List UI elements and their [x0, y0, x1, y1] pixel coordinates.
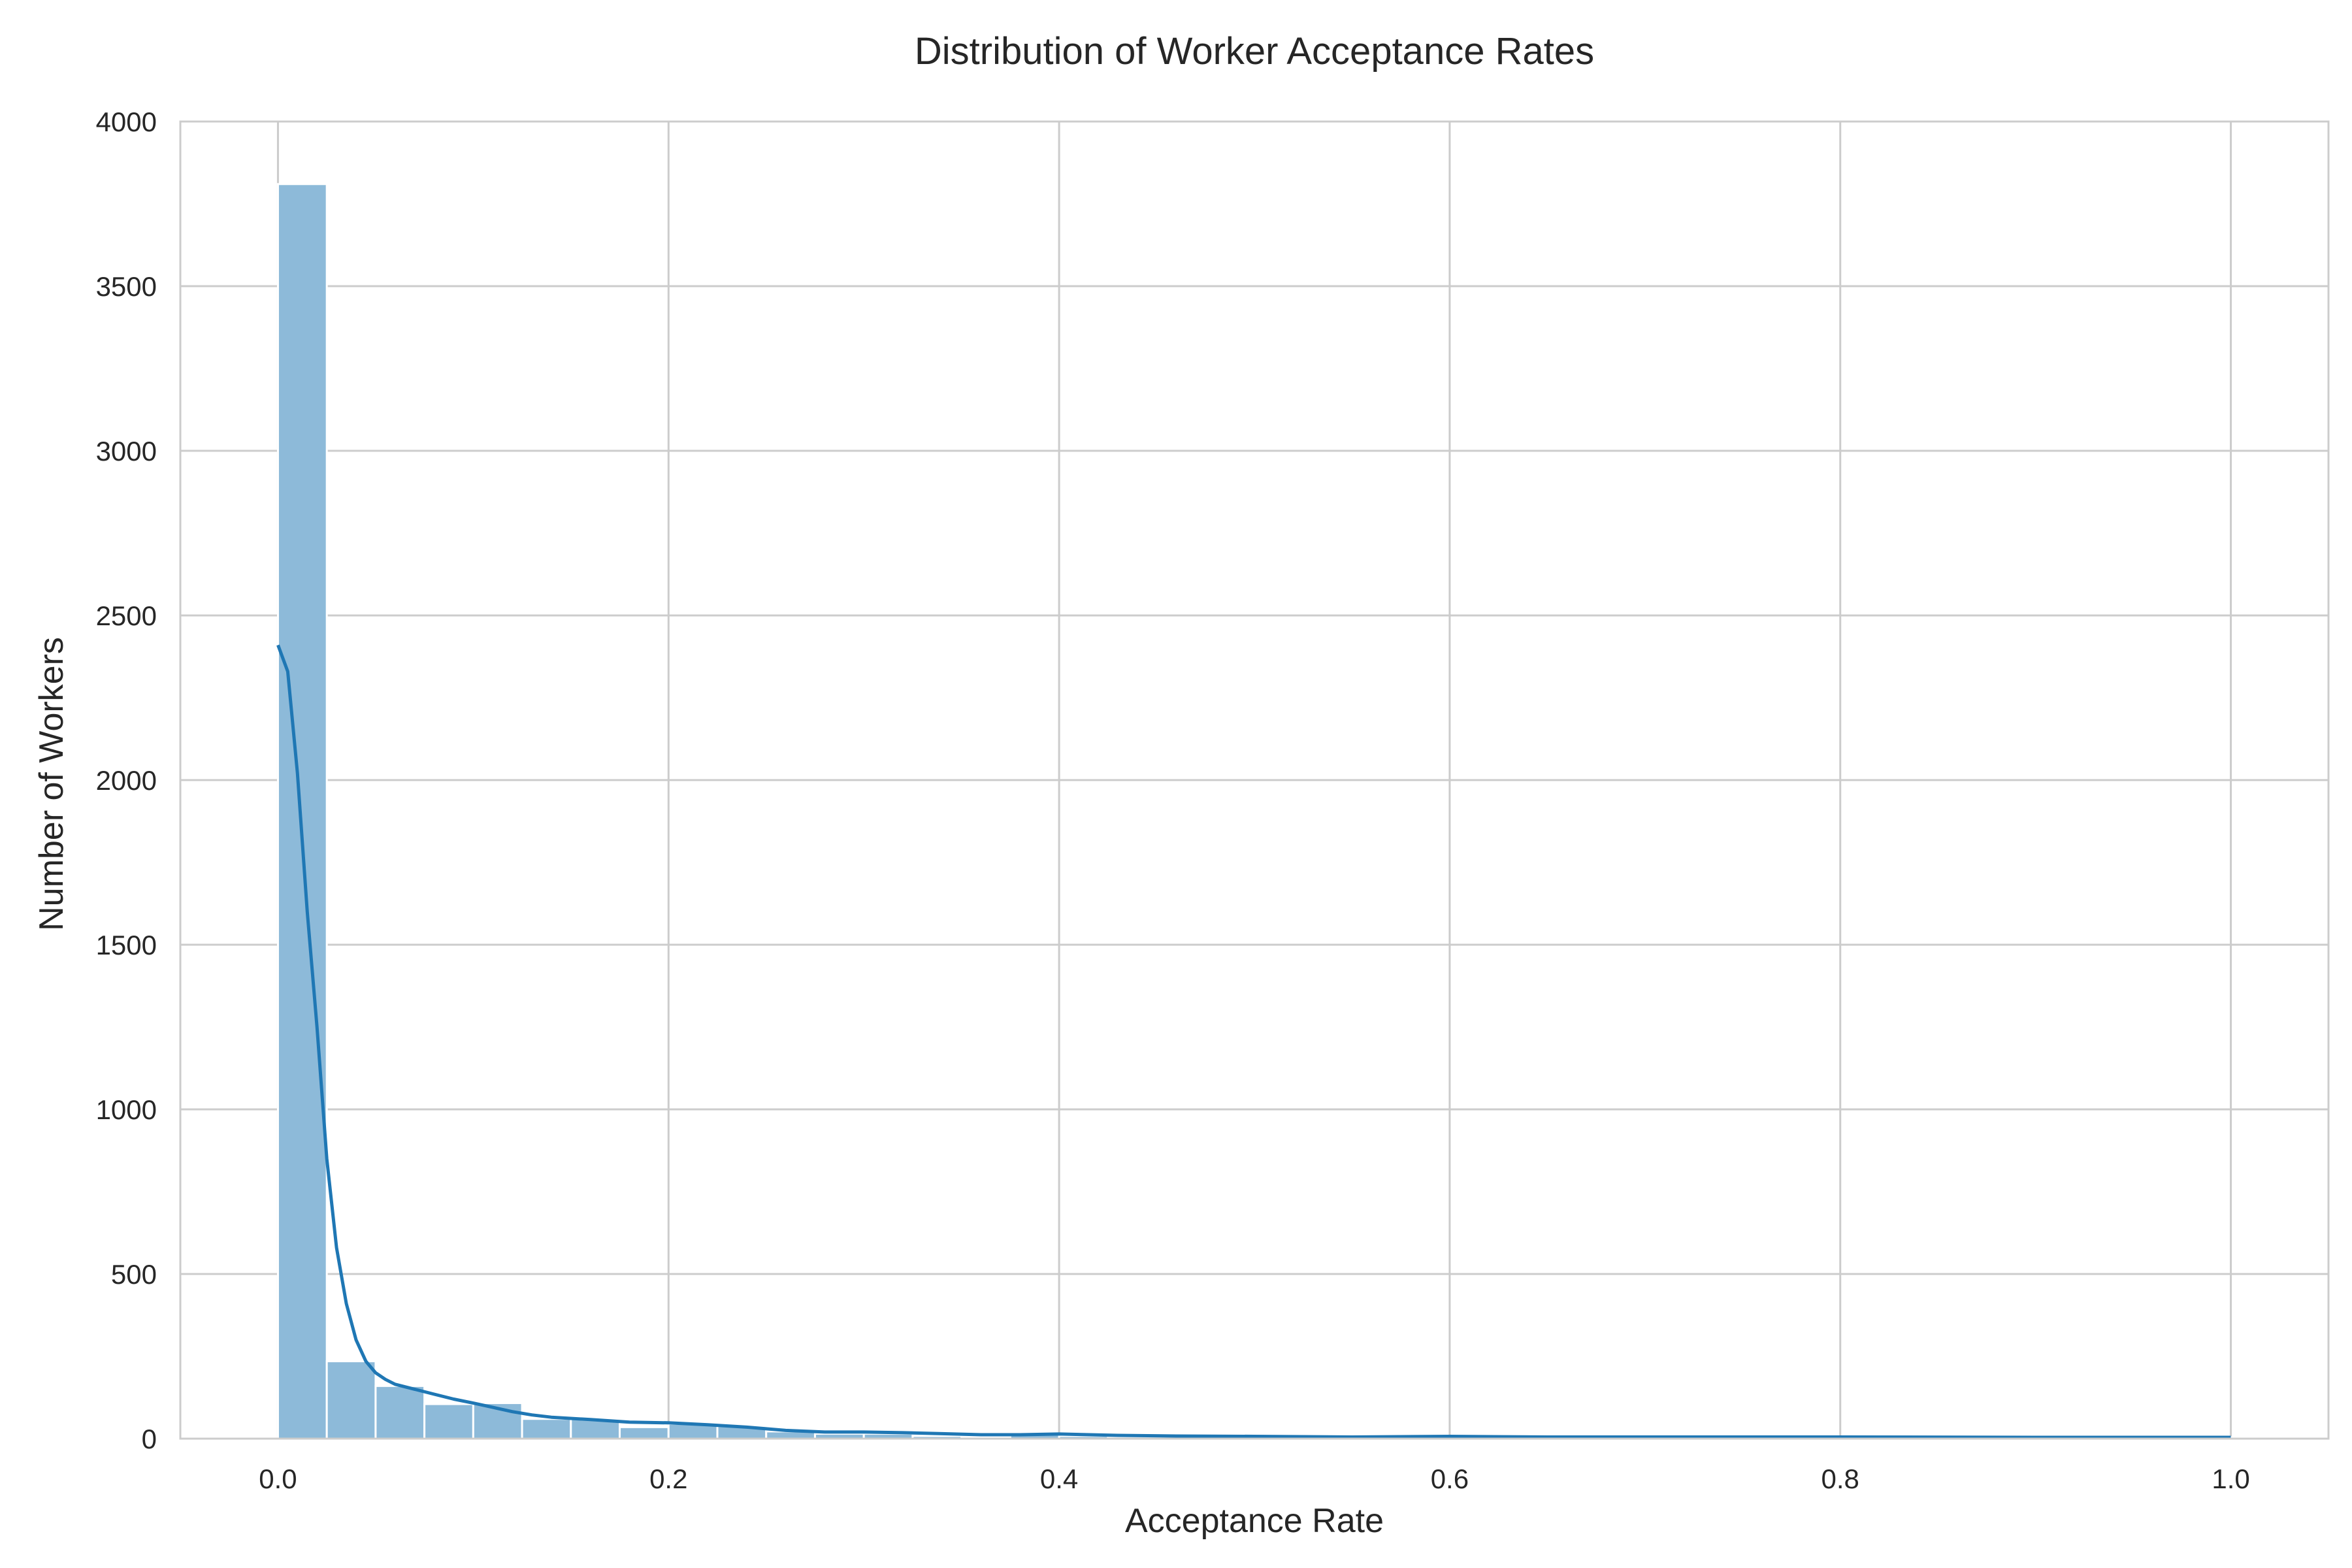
y-tick-labels: 0 500 1000 1500 2000 2500 3000 3500 4000: [96, 106, 157, 1454]
y-tick-label: 3000: [96, 436, 157, 466]
x-tick-labels: 0.0 0.2 0.4 0.6 0.8 1.0: [259, 1463, 2249, 1494]
plot-frame: [179, 120, 2330, 1440]
y-tick-label: 1000: [96, 1094, 157, 1125]
x-tick-label: 0.0: [259, 1463, 297, 1494]
y-tick-label: 0: [142, 1424, 157, 1454]
histogram-bar: [619, 1426, 670, 1440]
histogram-bar: [325, 1360, 377, 1440]
chart-title: Distribution of Worker Acceptance Rates: [915, 30, 1594, 73]
y-tick-label: 2500: [96, 600, 157, 631]
x-tick-label: 0.6: [1431, 1463, 1469, 1494]
x-axis-label: Acceptance Rate: [1125, 1502, 1384, 1540]
histogram-bar: [374, 1384, 426, 1440]
histogram-bar: [521, 1418, 572, 1440]
x-tick-label: 0.8: [1821, 1463, 1859, 1494]
x-tick-label: 0.2: [649, 1463, 687, 1494]
y-tick-label: 500: [111, 1259, 157, 1290]
x-tick-label: 0.4: [1040, 1463, 1078, 1494]
y-tick-label: 3500: [96, 271, 157, 302]
histogram-bar: [423, 1403, 474, 1440]
y-tick-label: 1500: [96, 930, 157, 960]
x-tick-label: 1.0: [2212, 1463, 2249, 1494]
histogram-bars: [276, 183, 2232, 1440]
kde-line: [276, 644, 2231, 1439]
y-tick-label: 2000: [96, 765, 157, 796]
y-axis-label: Number of Workers: [33, 637, 71, 931]
histogram-bar: [276, 183, 328, 1440]
y-tick-label: 4000: [96, 106, 157, 137]
